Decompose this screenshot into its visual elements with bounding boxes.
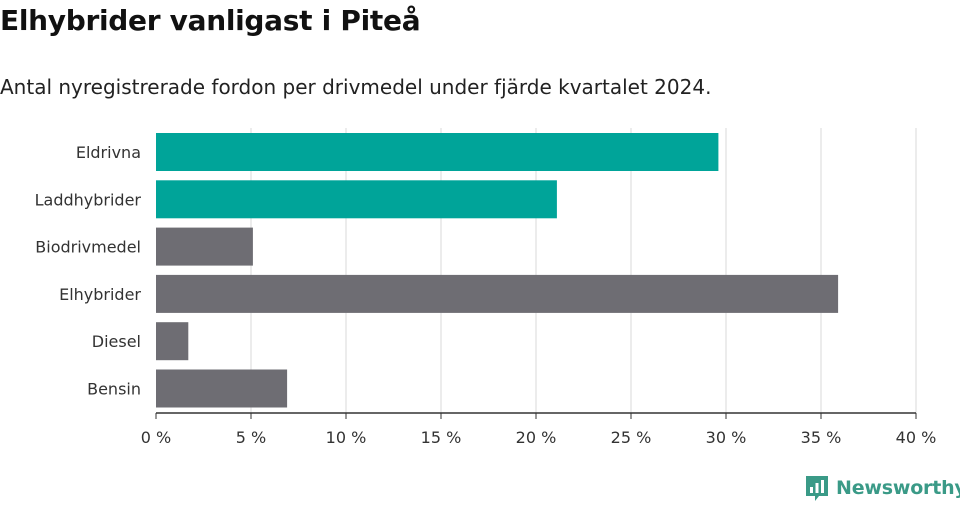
category-label: Bensin <box>87 380 141 399</box>
newsworthy-logo: Newsworthy <box>804 474 960 502</box>
bar <box>156 180 557 219</box>
x-tick-label: 30 % <box>706 428 747 447</box>
category-label: Biodrivmedel <box>35 238 141 257</box>
x-tick-label: 25 % <box>611 428 652 447</box>
category-label: Eldrivna <box>76 143 141 162</box>
x-tick-label: 20 % <box>516 428 557 447</box>
chart-title: Elhybrider vanligast i Piteå <box>0 4 421 37</box>
x-tick-label: 10 % <box>326 428 367 447</box>
brand-name: Newsworthy <box>836 477 960 499</box>
newsworthy-logo-icon <box>806 476 828 501</box>
bar <box>156 227 253 266</box>
category-label: Elhybrider <box>59 285 141 304</box>
bar <box>156 322 189 361</box>
x-tick-label: 0 % <box>141 428 171 447</box>
chart-subtitle: Antal nyregistrerade fordon per drivmede… <box>0 75 712 99</box>
category-label: Diesel <box>92 332 141 351</box>
bar <box>156 369 288 408</box>
bar <box>156 133 719 171</box>
x-tick-label: 5 % <box>236 428 266 447</box>
x-tick-label: 40 % <box>896 428 937 447</box>
bar <box>156 274 839 313</box>
x-tick-label: 35 % <box>801 428 842 447</box>
x-tick-label: 15 % <box>421 428 462 447</box>
category-label: Laddhybrider <box>35 190 142 209</box>
